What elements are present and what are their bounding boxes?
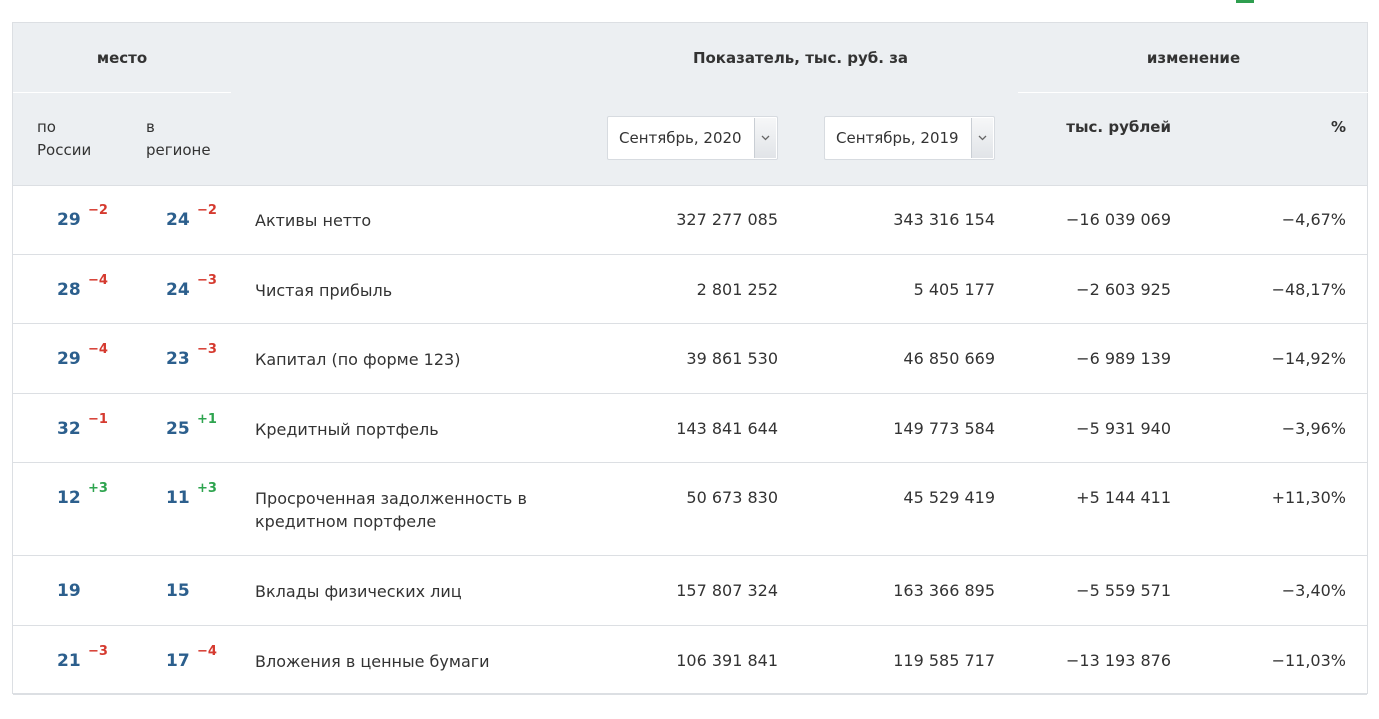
value-current: 143 841 644 <box>676 419 778 438</box>
change-pct: −3,40% <box>1281 581 1346 600</box>
place-group-header: место <box>96 48 148 67</box>
corner-accent-mark <box>1236 0 1254 3</box>
change-abs: −13 193 876 <box>1065 651 1171 670</box>
value-previous: 163 366 895 <box>893 581 995 600</box>
change-pct: +11,30% <box>1271 488 1346 507</box>
rank-region-delta: −3 <box>197 273 217 288</box>
value-current: 2 801 252 <box>696 280 778 299</box>
rank-russia: 21 <box>57 651 81 671</box>
indicator-name: Вложения в ценные бумаги <box>255 652 490 671</box>
table-row[interactable]: 21 −3 17 −4 Вложения в ценные бумаги 106 391 … <box>13 626 1367 695</box>
rank-region-delta: −4 <box>197 644 217 659</box>
rank-russia-delta: −4 <box>88 273 108 288</box>
change-pct: −11,03% <box>1271 651 1346 670</box>
change-abs: −16 039 069 <box>1065 210 1171 229</box>
value-previous: 149 773 584 <box>893 419 995 438</box>
change-abs: +5 144 411 <box>1076 488 1171 507</box>
rank-region: 23 <box>166 349 190 369</box>
change-group-header: изменение <box>1146 48 1241 67</box>
value-current: 50 673 830 <box>686 488 778 507</box>
indicator-name: Капитал (по форме 123) <box>255 350 461 369</box>
table-header: место Показатель, тыс. руб. за изменение… <box>13 23 1369 186</box>
value-current: 106 391 841 <box>676 651 778 670</box>
rank-region: 24 <box>166 210 190 230</box>
rank-region-delta: −2 <box>197 203 217 218</box>
table-row[interactable]: 29 −2 24 −2 Активы нетто 327 277 085 343 316 1… <box>13 185 1367 255</box>
rank-region-delta: +3 <box>197 481 217 496</box>
indicator-name: Кредитный портфель <box>255 420 439 439</box>
rank-russia: 28 <box>57 280 81 300</box>
table-row[interactable]: 12 +3 11 +3 Просроченная задолженность в кре… <box>13 463 1367 556</box>
bank-indicators-table: место Показатель, тыс. руб. за изменение… <box>12 22 1369 695</box>
rank-region-header-line1: в <box>146 118 155 136</box>
change-pct: −14,92% <box>1271 349 1346 368</box>
rank-region: 24 <box>166 280 190 300</box>
change-pct: −48,17% <box>1271 280 1346 299</box>
rank-region-header[interactable]: в регионе <box>146 116 211 162</box>
rank-russia: 29 <box>57 210 81 230</box>
indicator-name: Активы нетто <box>255 211 372 230</box>
rank-region-delta: −3 <box>197 342 217 357</box>
value-previous: 46 850 669 <box>903 349 995 368</box>
value-current: 327 277 085 <box>676 210 778 229</box>
change-abs-header[interactable]: тыс. рублей <box>1066 118 1171 136</box>
change-abs: −6 989 139 <box>1076 349 1171 368</box>
period-previous-value: Сентябрь, 2019 <box>836 129 959 147</box>
chevron-down-icon[interactable] <box>754 118 776 158</box>
table-row[interactable]: 32 −1 25 +1 Кредитный портфель 143 841 644 149… <box>13 394 1367 463</box>
value-current: 39 861 530 <box>686 349 778 368</box>
header-divider <box>13 92 231 93</box>
chevron-down-icon[interactable] <box>971 118 993 158</box>
rank-russia-header-line1: по <box>37 118 56 136</box>
rank-region: 11 <box>166 488 190 508</box>
rank-russia: 12 <box>57 488 81 508</box>
rank-russia-delta: −1 <box>88 412 108 427</box>
period-current-value: Сентябрь, 2020 <box>619 129 742 147</box>
value-previous: 119 585 717 <box>893 651 995 670</box>
rank-russia-header[interactable]: по России <box>37 116 91 162</box>
rank-russia: 32 <box>57 419 81 439</box>
table-row[interactable]: 19 15 Вклады физических лиц 157 807 324 163 … <box>13 556 1367 626</box>
rank-russia-delta: −3 <box>88 644 108 659</box>
value-previous: 5 405 177 <box>913 280 995 299</box>
rank-russia-header-line2: России <box>37 141 92 159</box>
header-divider <box>1018 92 1369 93</box>
value-current: 157 807 324 <box>676 581 778 600</box>
rank-region: 17 <box>166 651 190 671</box>
rank-region-header-line2: регионе <box>146 141 211 159</box>
rank-russia-delta: −4 <box>88 342 108 357</box>
period-current-select[interactable]: Сентябрь, 2020 <box>607 116 778 160</box>
indicator-name: Вклады физических лиц <box>255 582 462 601</box>
value-previous: 343 316 154 <box>893 210 995 229</box>
indicator-name: Чистая прибыль <box>255 281 393 300</box>
value-previous: 45 529 419 <box>903 488 995 507</box>
rank-russia: 19 <box>57 581 81 601</box>
rank-russia-delta: −2 <box>88 203 108 218</box>
indicator-name: Просроченная задолженность в кредитном п… <box>255 489 527 531</box>
change-pct: −3,96% <box>1281 419 1346 438</box>
rank-region: 15 <box>166 581 190 601</box>
period-previous-select[interactable]: Сентябрь, 2019 <box>824 116 995 160</box>
indicator-group-header: Показатель, тыс. руб. за <box>692 48 909 67</box>
rank-region: 25 <box>166 419 190 439</box>
table-row[interactable]: 29 −4 23 −3 Капитал (по форме 123) 39 861 530… <box>13 324 1367 394</box>
change-abs: −5 931 940 <box>1076 419 1171 438</box>
change-pct: −4,67% <box>1281 210 1346 229</box>
table-row[interactable]: 28 −4 24 −3 Чистая прибыль 2 801 252 5 405 177… <box>13 255 1367 324</box>
change-pct-header[interactable]: % <box>1330 118 1346 136</box>
rank-russia-delta: +3 <box>88 481 108 496</box>
rank-region-delta: +1 <box>197 412 217 427</box>
change-abs: −2 603 925 <box>1076 280 1171 299</box>
change-abs: −5 559 571 <box>1076 581 1171 600</box>
rank-russia: 29 <box>57 349 81 369</box>
